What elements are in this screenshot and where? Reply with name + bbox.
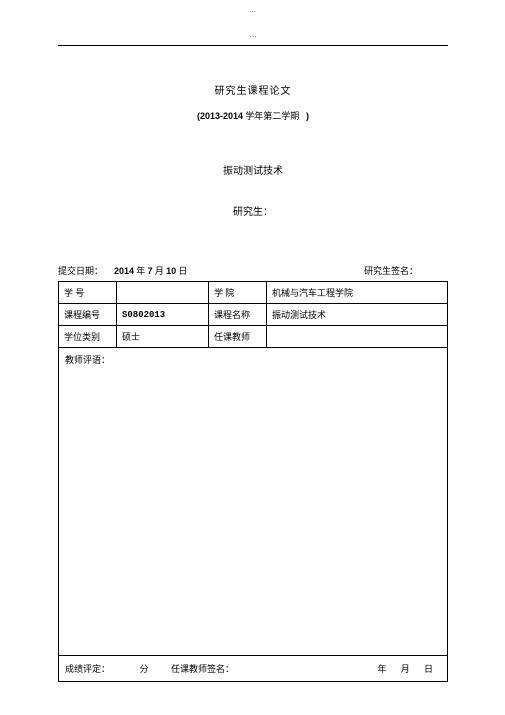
cell-course-name: 振动测试技术 [267,304,448,326]
student-sign-label: 研究生签名： [364,264,448,277]
cell-college-label: 学 院 [209,282,267,304]
semester-line: (2013-2014 学年第二学期 ) [58,109,448,122]
submit-day: 10 [166,266,176,276]
student-label: 研究生： [58,203,448,218]
submit-label: 提交日期： [58,264,114,277]
table-row: 课程编号 S0802013 课程名称 振动测试技术 [59,304,448,326]
page-top-ellipsis: … [249,6,256,14]
page-title: 研究生课程论文 [58,82,448,97]
cell-course-name-label: 课程名称 [209,304,267,326]
submit-year-suffix: 年 [134,266,148,276]
cell-college: 机械与汽车工程学院 [267,282,448,304]
top-rule [58,45,448,46]
grade-unit: 分 [117,662,171,675]
table-row: 学 号 学 院 机械与汽车工程学院 [59,282,448,304]
submit-date: 2014 年 7 月 10 日 [114,264,187,277]
page-mid-ellipsis: … [250,31,257,39]
cell-student-id-label: 学 号 [59,282,117,304]
cell-course-code-label: 课程编号 [59,304,117,326]
teacher-comments-box: 教师评语： [58,348,448,656]
page-content: … 研究生课程论文 (2013-2014 学年第二学期 ) 振动测试技术 研究生… [58,45,448,682]
spacer [187,264,364,277]
teacher-sign-label: 任课教师签名： [171,662,249,675]
submit-row: 提交日期： 2014 年 7 月 10 日 研究生签名： [58,264,448,277]
teacher-comments-label: 教师评语： [65,355,110,365]
cell-teacher [267,326,448,348]
date-ymd: 年 月 日 [377,662,441,675]
cell-course-code: S0802013 [117,304,209,326]
grade-row: 成绩评定： 分 任课教师签名： 年 月 日 [58,656,448,682]
course-code-value: S0802013 [122,310,165,320]
cell-degree-label: 学位类别 [59,326,117,348]
cell-student-id [117,282,209,304]
paren-close: ) [306,111,309,121]
semester-text: 学年第二学期 [243,111,299,121]
cell-teacher-label: 任课教师 [209,326,267,348]
table-row: 学位类别 硕士 任课教师 [59,326,448,348]
cell-degree: 硕士 [117,326,209,348]
info-table: 学 号 学 院 机械与汽车工程学院 课程编号 S0802013 课程名称 振动测… [58,281,448,348]
year-range: (2013-2014 [197,111,243,121]
submit-day-suffix: 日 [176,266,187,276]
course-name: 振动测试技术 [58,162,448,177]
submit-month-suffix: 月 [153,266,167,276]
submit-year: 2014 [114,266,134,276]
grade-label: 成绩评定： [65,662,117,675]
